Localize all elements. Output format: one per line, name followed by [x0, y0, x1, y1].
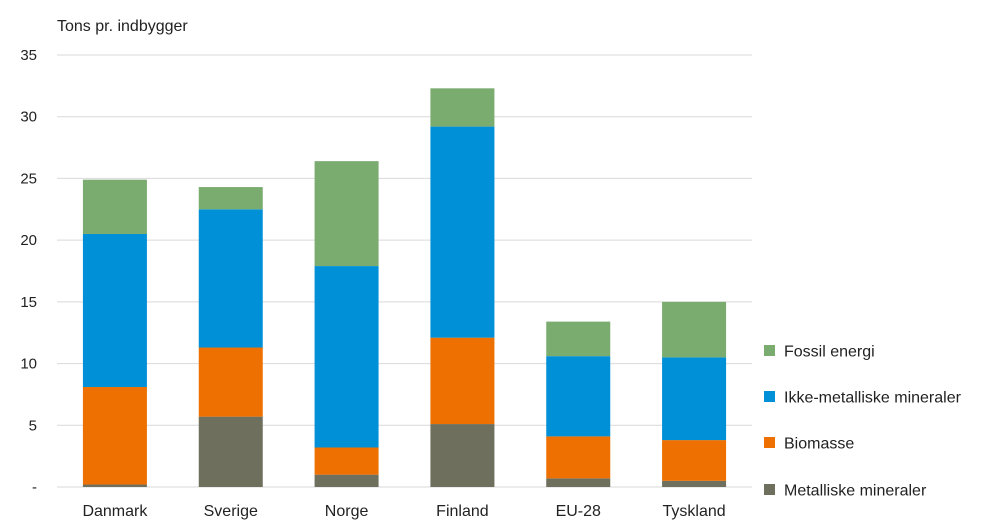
y-axis-ticks: - 5 10 15 20 25 30 35 — [20, 47, 37, 496]
legend-label-biomasse: Biomasse — [784, 436, 854, 453]
y-tick-label: 15 — [20, 294, 37, 311]
y-tick-label: 10 — [20, 356, 37, 373]
bar-danmark-fossil-energi — [82, 179, 147, 234]
y-tick-label: 35 — [20, 47, 37, 64]
y-tick-label: 5 — [29, 417, 37, 434]
x-tick-label: Sverige — [204, 503, 258, 520]
bar-danmark-ikke-metalliske-mineraler — [82, 233, 147, 388]
x-tick-label: Danmark — [82, 503, 148, 520]
gridlines — [57, 54, 752, 488]
bar-norge-biomasse — [314, 447, 379, 475]
bar-sverige-metalliske-mineraler — [198, 416, 263, 487]
bar-tyskland-biomasse — [662, 440, 727, 481]
legend-label-ikke-metalliske-mineraler: Ikke-metalliske mineraler — [784, 390, 962, 407]
x-tick-label: Tyskland — [663, 503, 726, 520]
x-tick-label: Finland — [436, 503, 488, 520]
x-axis-labels: Danmark Sverige Norge Finland EU-28 Tyskland — [82, 503, 725, 520]
legend-swatch-metalliske-mineraler — [764, 484, 775, 495]
bar-finland-biomasse — [430, 337, 495, 425]
bar-tyskland-fossil-energi — [662, 301, 727, 358]
bar-norge-fossil-energi — [314, 161, 379, 267]
bar-danmark-metalliske-mineraler — [82, 484, 147, 487]
x-tick-label: EU-28 — [556, 503, 601, 520]
legend: Fossil energi Ikke-metalliske mineraler Bi… — [764, 344, 962, 500]
bar-finland-ikke-metalliske-mineraler — [430, 126, 495, 338]
bar-tyskland-metalliske-mineraler — [662, 480, 727, 487]
x-tick-label: Norge — [325, 503, 369, 520]
legend-swatch-ikke-metalliske-mineraler — [764, 391, 775, 402]
bar-sverige-fossil-energi — [198, 187, 263, 210]
bar-finland-fossil-energi — [430, 88, 495, 127]
bar-danmark-biomasse — [82, 387, 147, 485]
bar-eu-28-metalliske-mineraler — [546, 478, 611, 487]
bar-tyskland-ikke-metalliske-mineraler — [662, 357, 727, 441]
bar-sverige-ikke-metalliske-mineraler — [198, 209, 263, 348]
y-tick-label: 20 — [20, 232, 37, 249]
legend-swatch-fossil-energi — [764, 345, 775, 356]
y-tick-label: - — [32, 479, 37, 496]
bar-sverige-biomasse — [198, 347, 263, 417]
bar-norge-metalliske-mineraler — [314, 474, 379, 487]
bar-eu-28-fossil-energi — [546, 321, 611, 357]
bar-finland-metalliske-mineraler — [430, 424, 495, 487]
legend-label-metalliske-mineraler: Metalliske mineraler — [784, 483, 927, 500]
legend-label-fossil-energi: Fossil energi — [784, 344, 875, 361]
y-tick-label: 25 — [20, 170, 37, 187]
bar-eu-28-ikke-metalliske-mineraler — [546, 356, 611, 437]
legend-swatch-biomasse — [764, 437, 775, 448]
bar-eu-28-biomasse — [546, 436, 611, 479]
y-axis-label: Tons pr. indbygger — [57, 18, 188, 35]
bars — [82, 88, 727, 487]
bar-norge-ikke-metalliske-mineraler — [314, 266, 379, 448]
y-tick-label: 30 — [20, 109, 37, 126]
